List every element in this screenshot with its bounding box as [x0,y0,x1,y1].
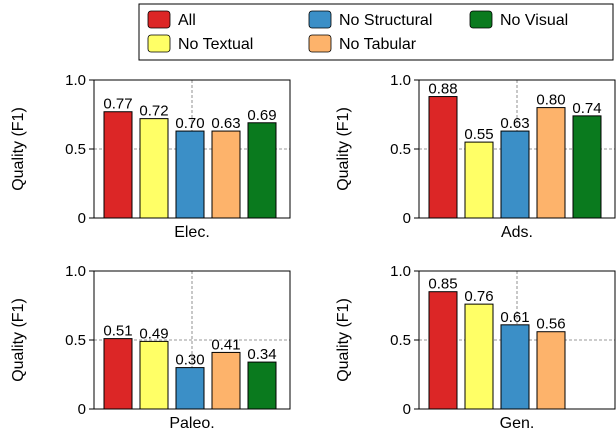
legend-label-no-structural: No Structural [339,12,432,29]
bar-ads-no-visual [572,115,602,219]
y-tick-label: 1.0 [390,263,411,280]
y-axis-label: Quality (F1) [10,298,27,382]
y-tick-label: 0.5 [65,332,86,349]
legend-swatch-no-tabular [308,34,332,53]
y-tick-label: 1.0 [65,263,86,280]
panel-paleo: 0.51 0.49 0.30 0.41 0.34 0 0.5 1.0 Quality (F1) P… [10,263,291,432]
data-label-gen-no-tabular: 0.56 [536,316,565,333]
bar-ads-all [428,96,458,219]
bar-ads-no-tabular [536,107,566,219]
panel-ads: 0.88 0.55 0.63 0.80 0.74 0 0.5 1.0 Quality (F1) A… [335,72,616,241]
data-label-ads-no-textual: 0.55 [464,126,493,143]
bar-elec-no-textual [139,118,169,219]
panel-gen: 0.85 0.76 0.61 0.56 0 0.5 1.0 Quality (F1) Gen. [335,263,616,432]
bar-gen-no-structural [500,324,530,410]
legend-swatch-no-textual [147,34,171,53]
bar-ads-no-textual [464,141,494,219]
data-label-gen-no-structural: 0.61 [500,309,529,326]
y-axis-label: Quality (F1) [335,107,352,191]
bar-paleo-all [103,338,133,410]
data-label-ads-all: 0.88 [428,81,457,98]
bar-paleo-no-structural [175,367,205,410]
y-tick-label: 0.5 [65,141,86,158]
legend-label-all: All [178,12,196,29]
bar-paleo-no-textual [139,340,169,410]
x-axis-label-gen: Gen. [500,415,535,432]
data-label-elec-no-textual: 0.72 [139,103,168,120]
data-label-elec-no-tabular: 0.63 [211,115,240,132]
data-label-ads-no-tabular: 0.80 [536,92,565,109]
bar-elec-no-tabular [211,130,241,219]
bar-elec-no-structural [175,130,205,219]
legend-swatch-no-visual [469,10,493,29]
y-tick-label: 1.0 [65,72,86,89]
chart-panels: 0.77 0.72 0.70 0.63 0.69 0 0.5 1.0 Quality (F1) E… [10,72,616,432]
bar-paleo-no-visual [247,361,277,410]
data-label-ads-no-visual: 0.74 [572,100,601,117]
data-label-elec-no-structural: 0.70 [175,115,204,132]
bar-elec-all [103,111,133,219]
legend-swatch-all [147,10,171,29]
y-tick-label: 0 [403,401,411,418]
y-tick-label: 0 [78,210,86,227]
data-label-paleo-no-visual: 0.34 [247,346,276,363]
legend: All No Textual No Structural No Tabular No V… [138,3,614,61]
data-label-gen-no-textual: 0.76 [464,288,493,305]
legend-label-no-textual: No Textual [178,36,253,53]
data-label-paleo-all: 0.51 [103,323,132,340]
data-label-elec-no-visual: 0.69 [247,107,276,124]
data-label-ads-no-structural: 0.63 [500,115,529,132]
bar-elec-no-visual [247,122,277,219]
y-tick-label: 0 [78,401,86,418]
bar-ads-no-structural [500,130,530,219]
y-axis-label: Quality (F1) [335,298,352,382]
data-label-paleo-no-tabular: 0.41 [211,336,240,353]
y-tick-label: 0.5 [390,332,411,349]
x-axis-label-elec: Elec. [174,224,210,241]
bar-gen-no-tabular [536,331,566,410]
bar-gen-no-textual [464,303,494,410]
y-tick-label: 0.5 [390,141,411,158]
x-axis-label-paleo: Paleo. [169,415,214,432]
legend-label-no-tabular: No Tabular [339,36,417,53]
data-label-elec-all: 0.77 [103,96,132,113]
data-label-paleo-no-structural: 0.30 [175,352,204,369]
legend-label-no-visual: No Visual [500,12,568,29]
x-axis-label-ads: Ads. [501,224,533,241]
panel-elec: 0.77 0.72 0.70 0.63 0.69 0 0.5 1.0 Quality (F1) E… [10,72,291,241]
data-label-gen-all: 0.85 [428,276,457,293]
legend-box [138,3,614,61]
y-tick-label: 1.0 [390,72,411,89]
bar-gen-all [428,291,458,410]
y-axis-label: Quality (F1) [10,107,27,191]
legend-swatch-no-structural [308,10,332,29]
bar-paleo-no-tabular [211,351,241,410]
data-label-paleo-no-textual: 0.49 [139,325,168,342]
y-tick-label: 0 [403,210,411,227]
